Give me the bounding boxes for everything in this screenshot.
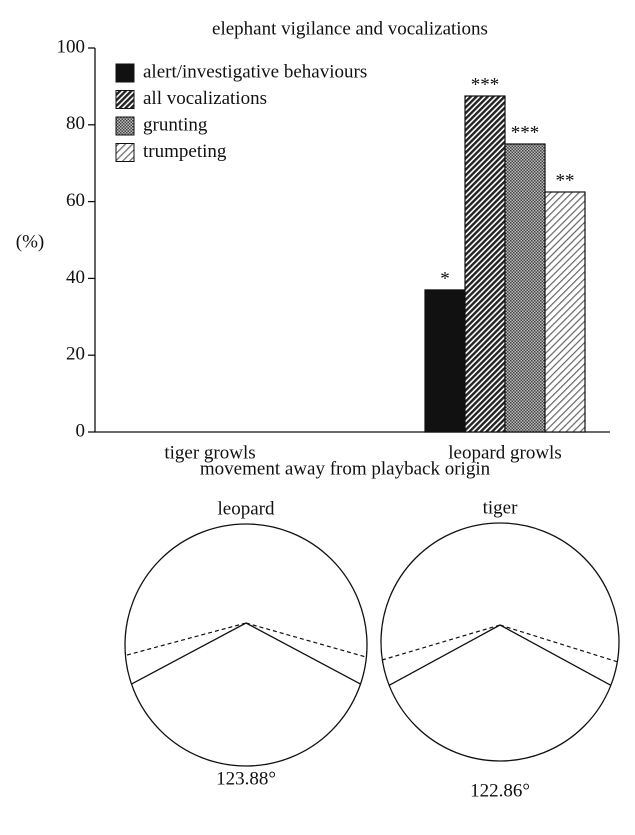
y-tick-label: 0 [76, 420, 86, 441]
circle [380, 522, 620, 762]
bar [424, 289, 466, 433]
circle [124, 523, 368, 767]
significance-label: *** [471, 74, 500, 95]
angle-line [245, 622, 361, 685]
legend-label: grunting [143, 114, 208, 135]
dashed-line [381, 624, 501, 661]
panel-label: tiger [483, 497, 518, 518]
angle-label: 122.86° [470, 780, 530, 801]
y-tick-label: 20 [66, 344, 85, 365]
y-tick-label: 40 [66, 267, 85, 288]
angle-line [131, 622, 247, 685]
y-tick-label: 80 [66, 113, 85, 134]
legend-swatch [115, 90, 135, 109]
y-axis-label: (%) [16, 231, 44, 252]
y-tick-label: 100 [57, 36, 86, 57]
significance-label: *** [511, 122, 540, 143]
chart-title: elephant vigilance and vocalizations [212, 18, 488, 39]
legend-label: all vocalizations [143, 88, 267, 109]
dashed-line [245, 622, 367, 658]
y-tick-label: 60 [66, 190, 85, 211]
bar [544, 191, 586, 433]
panel-label: leopard [218, 498, 275, 519]
angle-line [388, 624, 501, 686]
angle-line [499, 624, 612, 686]
bar [504, 143, 546, 433]
bar [464, 95, 506, 433]
significance-label: * [440, 268, 450, 289]
x-tick-label: leopard growls [448, 442, 561, 463]
legend-swatch [115, 116, 135, 136]
angle-label: 123.88° [216, 768, 276, 789]
dashed-line [126, 622, 247, 656]
legend-label: alert/investigative behaviours [143, 61, 367, 82]
significance-label: ** [556, 170, 575, 191]
legend-label: trumpeting [143, 141, 227, 162]
x-tick-label: tiger growls [164, 442, 255, 463]
diagram-title: movement away from playback origin [200, 458, 491, 479]
legend-swatch [115, 63, 135, 83]
legend-swatch [115, 143, 135, 162]
